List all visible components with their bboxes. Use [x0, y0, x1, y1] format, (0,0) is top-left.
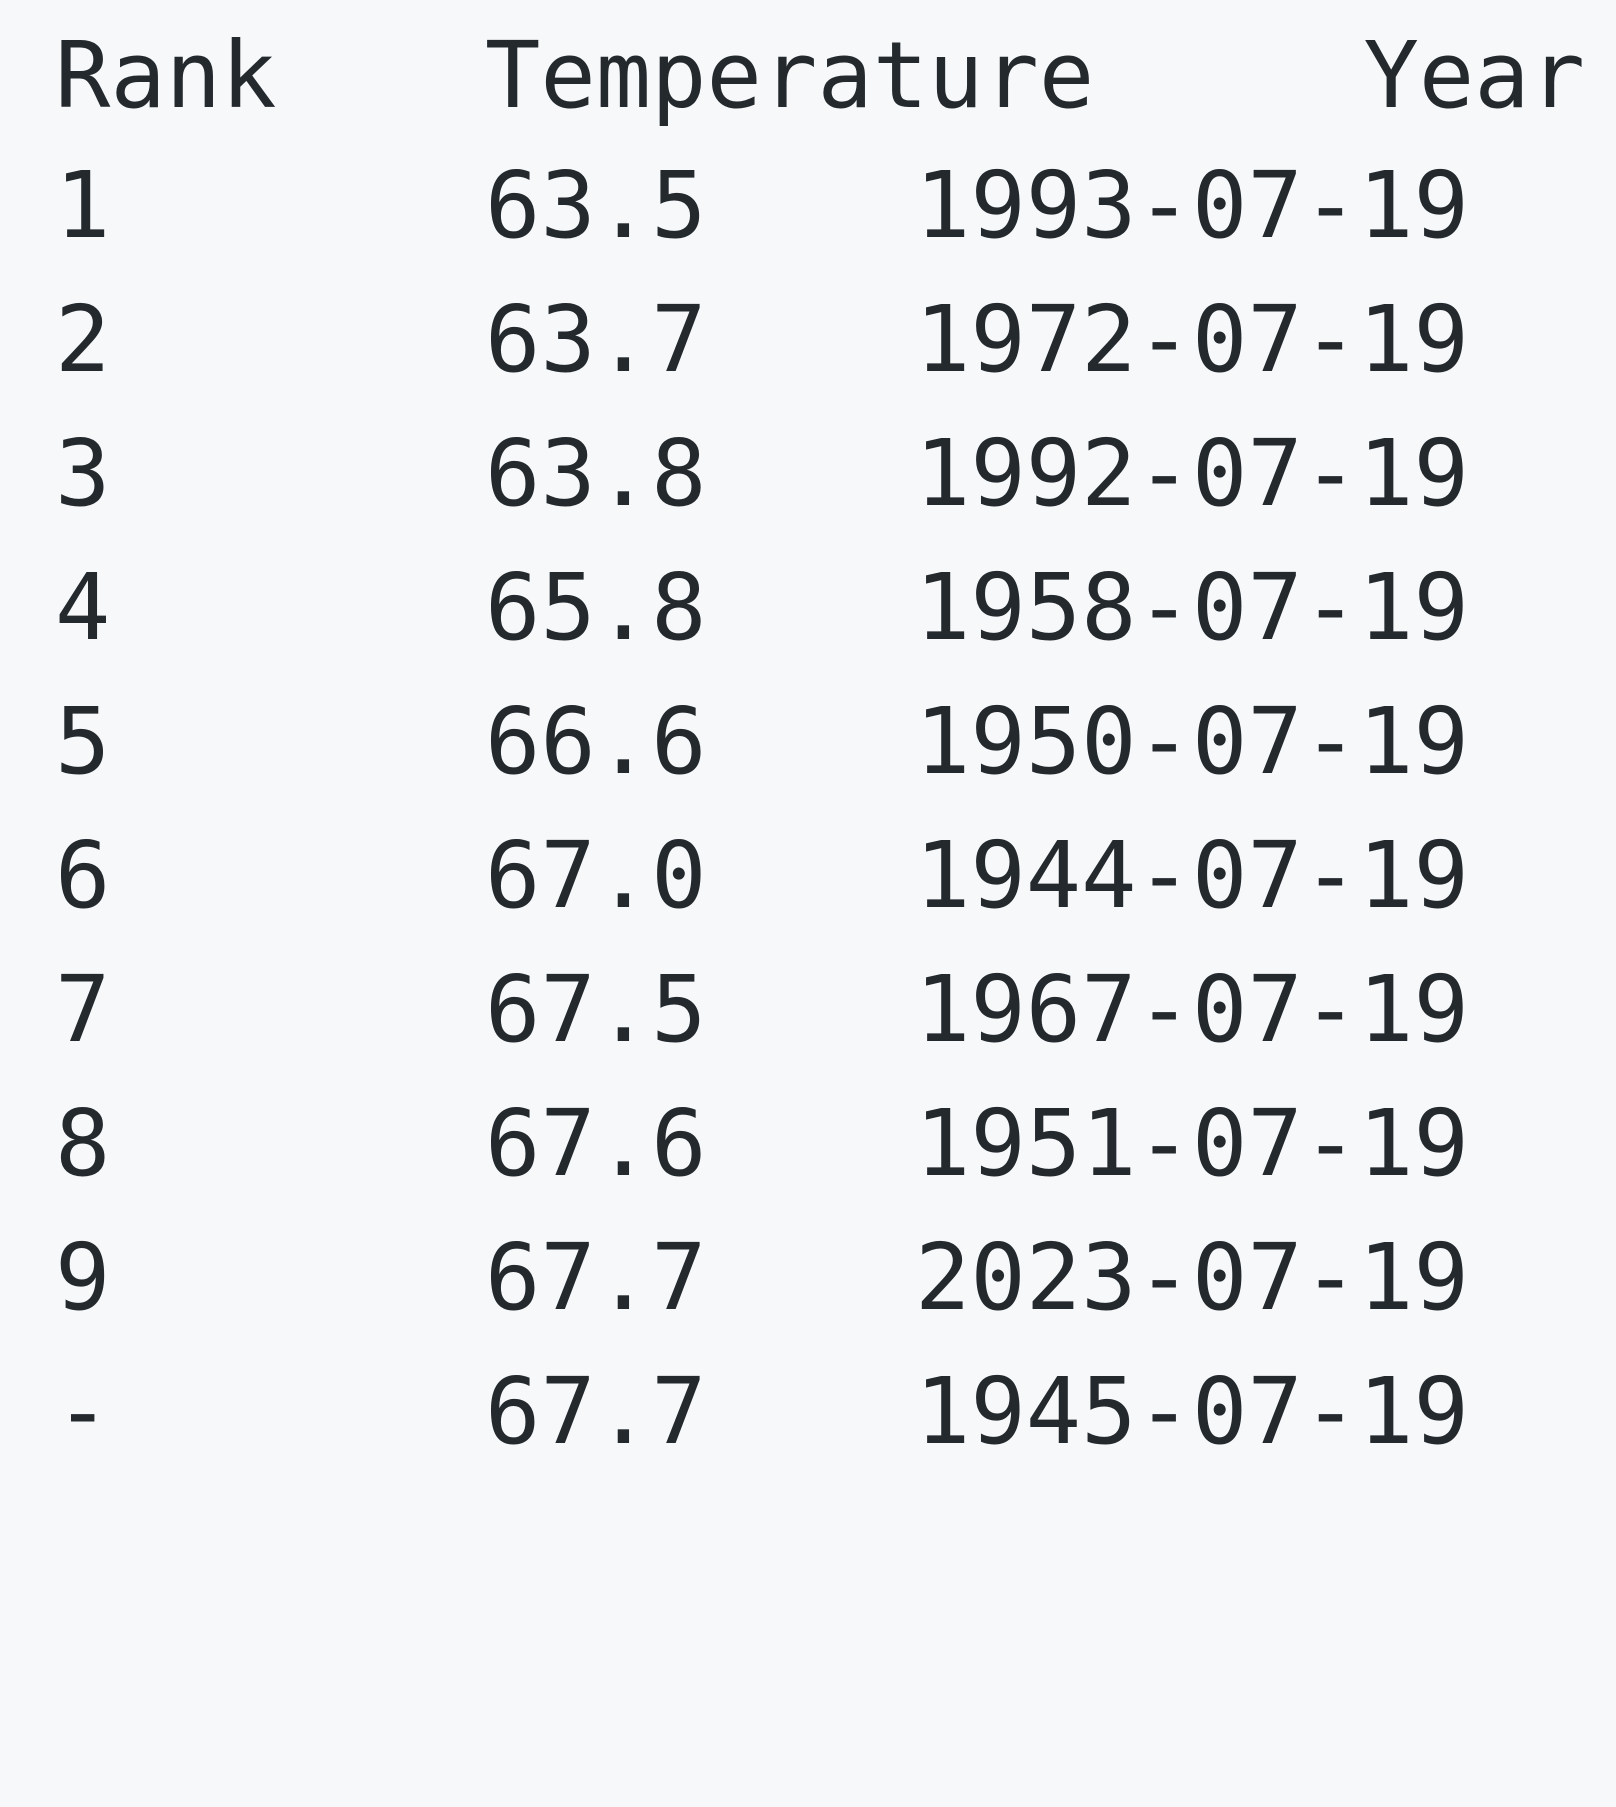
- rank-cell: 2: [55, 286, 111, 393]
- year-cell: 1972-07-19: [915, 286, 1469, 393]
- temperature-cell: 63.8: [485, 420, 707, 527]
- year-cell: 1950-07-19: [915, 688, 1469, 795]
- table-row: 5 66.6 1950-07-19: [55, 670, 1585, 804]
- year-cell: 2023-07-19: [915, 1224, 1469, 1331]
- temperature-cell: 66.6: [485, 688, 707, 795]
- table-row: 3 63.8 1992-07-19: [55, 402, 1585, 536]
- year-cell: 1993-07-19: [915, 152, 1469, 259]
- header-year: Year: [1363, 22, 1585, 129]
- temperature-cell: 67.5: [485, 956, 707, 1063]
- table-row: 6 67.0 1944-07-19: [55, 804, 1585, 938]
- year-cell: 1967-07-19: [915, 956, 1469, 1063]
- year-cell: 1958-07-19: [915, 554, 1469, 661]
- table-header-row: Rank Temperature Year: [55, 0, 1585, 134]
- rank-cell: 5: [55, 688, 111, 795]
- table-row: 7 67.5 1967-07-19: [55, 938, 1585, 1072]
- rank-cell: 4: [55, 554, 111, 661]
- header-rank: Rank: [55, 22, 277, 129]
- rank-cell: 8: [55, 1090, 111, 1197]
- rank-cell: 9: [55, 1224, 111, 1331]
- temperature-cell: 67.6: [485, 1090, 707, 1197]
- temperature-cell: 63.5: [485, 152, 707, 259]
- table-row: 8 67.6 1951-07-19: [55, 1072, 1585, 1206]
- temperature-cell: 63.7: [485, 286, 707, 393]
- header-temperature: Temperature: [485, 22, 1095, 129]
- table-row: 4 65.8 1958-07-19: [55, 536, 1585, 670]
- temperature-cell: 67.0: [485, 822, 707, 929]
- year-cell: 1945-07-19: [915, 1358, 1469, 1465]
- rank-cell: 1: [55, 152, 111, 259]
- temperature-cell: 67.7: [485, 1224, 707, 1331]
- year-cell: 1992-07-19: [915, 420, 1469, 527]
- temperature-cell: 67.7: [485, 1358, 707, 1465]
- table-row: 1 63.5 1993-07-19: [55, 134, 1585, 268]
- year-cell: 1951-07-19: [915, 1090, 1469, 1197]
- table-row: - 67.7 1945-07-19: [55, 1340, 1585, 1474]
- table-row: 2 63.7 1972-07-19: [55, 268, 1585, 402]
- rank-cell: 7: [55, 956, 111, 1063]
- rank-cell: -: [55, 1358, 111, 1465]
- ranking-table: Rank Temperature Year 1 63.5 1993-07-19 …: [55, 0, 1585, 1474]
- rank-cell: 3: [55, 420, 111, 527]
- table-row: 9 67.7 2023-07-19: [55, 1206, 1585, 1340]
- rank-cell: 6: [55, 822, 111, 929]
- temperature-cell: 65.8: [485, 554, 707, 661]
- year-cell: 1944-07-19: [915, 822, 1469, 929]
